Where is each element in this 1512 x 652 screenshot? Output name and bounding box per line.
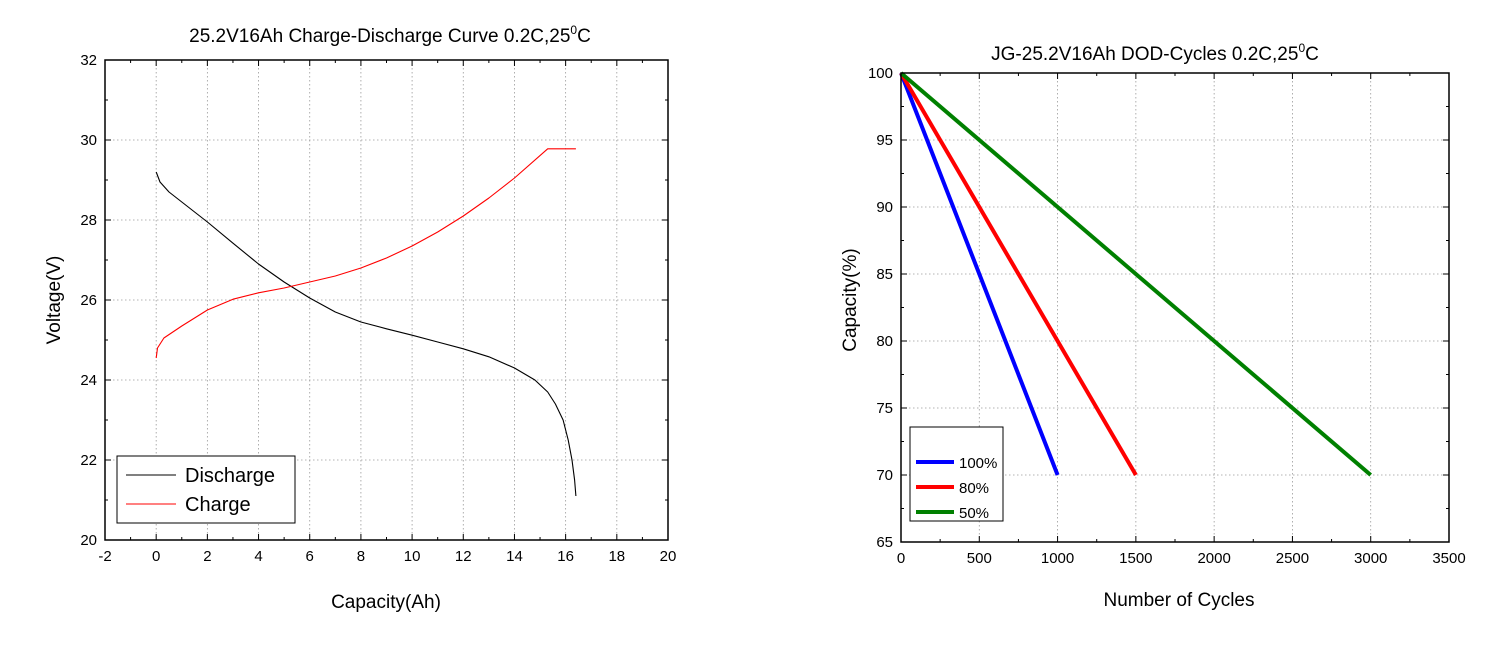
chart2-xtick-label: 1000 bbox=[1041, 550, 1074, 567]
chart2-ytick-label: 65 bbox=[876, 534, 893, 551]
chart1-xtick-label: 20 bbox=[660, 548, 677, 565]
chart1-xtick-label: 4 bbox=[254, 548, 262, 565]
chart2-legend-label: 80% bbox=[959, 480, 989, 497]
chart2-title: JG-25.2V16Ah DOD-Cycles 0.2C,250C bbox=[991, 41, 1319, 65]
chart2-grid bbox=[901, 73, 1449, 542]
chart1-xtick-label: 2 bbox=[203, 548, 211, 565]
chart2-xlabel: Number of Cycles bbox=[1104, 590, 1255, 611]
chart2-series-100pct bbox=[899, 72, 1060, 476]
chart2-xtick-label: 3500 bbox=[1432, 550, 1465, 567]
chart2-legend-box bbox=[909, 426, 1004, 522]
charge-discharge-chart: 25.2V16Ah Charge-Discharge Curve 0.2C,25… bbox=[44, 23, 676, 613]
chart2-xtick-label: 2500 bbox=[1276, 550, 1309, 567]
chart2-xtick-label: 0 bbox=[897, 550, 905, 567]
chart2-xtick-label: 2000 bbox=[1197, 550, 1230, 567]
chart2-ylabel: Capacity(%) bbox=[840, 248, 861, 351]
chart1-xtick-label: 6 bbox=[306, 548, 314, 565]
chart2-series-50pct bbox=[899, 71, 1373, 477]
chart1-xtick-label: 0 bbox=[152, 548, 160, 565]
chart1-xtick-label: 10 bbox=[404, 548, 421, 565]
dod-cycles-chart: JG-25.2V16Ah DOD-Cycles 0.2C,250C 0 500 10… bbox=[840, 41, 1466, 611]
chart1-xtick-label: 18 bbox=[608, 548, 625, 565]
chart1-legend-box bbox=[116, 455, 296, 524]
chart1-xtick-label: 12 bbox=[455, 548, 472, 565]
chart1-xlabel: Capacity(Ah) bbox=[331, 592, 441, 613]
chart1-ytick-label: 22 bbox=[80, 452, 97, 469]
chart2-legend-label: 100% bbox=[959, 455, 997, 472]
chart1-ytick-label: 30 bbox=[80, 132, 97, 149]
chart1-series-discharge bbox=[155, 171, 577, 497]
chart1-xtick-label: 14 bbox=[506, 548, 523, 565]
chart1-grid bbox=[105, 60, 668, 540]
chart1-legend-label: Discharge bbox=[185, 465, 275, 487]
chart2-legend-label: 50% bbox=[959, 505, 989, 522]
chart2-ytick-label: 95 bbox=[876, 132, 893, 149]
chart2-series bbox=[899, 71, 1373, 477]
chart2-ytick-label: 80 bbox=[876, 333, 893, 350]
chart1-xtick-label: 8 bbox=[357, 548, 365, 565]
chart1-title: 25.2V16Ah Charge-Discharge Curve 0.2C,25… bbox=[189, 23, 591, 47]
chart1-legend-label: Charge bbox=[185, 494, 251, 516]
chart1-series bbox=[155, 148, 577, 497]
chart2-ticks: 0 500 1000 1500 2000 2500 3000 3500 65 70 75 80 85 90… bbox=[868, 65, 1466, 567]
chart2-ytick-label: 90 bbox=[876, 199, 893, 216]
chart1-ytick-label: 28 bbox=[80, 212, 97, 229]
chart1-ylabel: Voltage(V) bbox=[44, 256, 65, 345]
chart2-legend: 100% 80% 50% bbox=[909, 426, 1004, 522]
chart1-legend: Discharge Charge bbox=[116, 455, 296, 524]
chart2-ytick-label: 85 bbox=[876, 266, 893, 283]
chart2-ytick-label: 75 bbox=[876, 400, 893, 417]
chart1-ytick-label: 20 bbox=[80, 532, 97, 549]
chart2-ytick-label: 70 bbox=[876, 467, 893, 484]
chart1-ytick-label: 26 bbox=[80, 292, 97, 309]
chart2-xtick-label: 500 bbox=[967, 550, 992, 567]
chart2-series-80pct bbox=[899, 71, 1138, 477]
chart1-xtick-label: -2 bbox=[98, 548, 111, 565]
chart1-ytick-label: 24 bbox=[80, 372, 97, 389]
chart1-xtick-label: 16 bbox=[557, 548, 574, 565]
chart2-xtick-label: 3000 bbox=[1354, 550, 1387, 567]
chart2-ytick-label: 100 bbox=[868, 65, 893, 82]
chart1-series-charge bbox=[155, 148, 576, 359]
chart2-xtick-label: 1500 bbox=[1119, 550, 1152, 567]
chart1-ytick-label: 32 bbox=[80, 52, 97, 69]
